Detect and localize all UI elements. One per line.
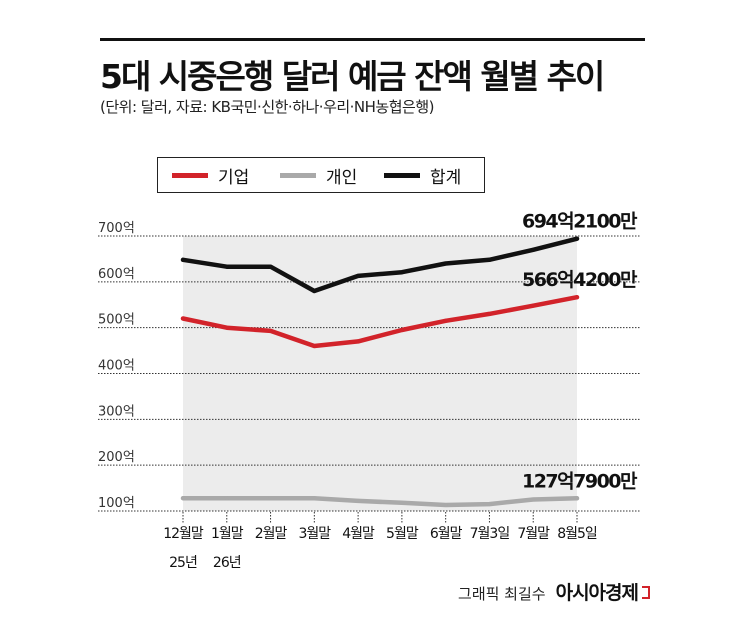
y-tick-label: 200억 bbox=[98, 450, 135, 465]
brand-mark-icon bbox=[642, 586, 650, 599]
x-tick-sublabel: 26년 bbox=[213, 555, 241, 571]
data-point bbox=[268, 328, 273, 333]
data-point bbox=[312, 289, 317, 293]
legend-swatch-individual bbox=[280, 172, 316, 178]
data-point bbox=[312, 496, 317, 501]
data-point bbox=[531, 247, 536, 252]
x-tick-label: 7월3일 bbox=[470, 526, 510, 542]
x-tick-label: 6월말 bbox=[430, 526, 463, 542]
data-point bbox=[531, 497, 536, 502]
legend-label-total: 합계 bbox=[430, 167, 462, 188]
data-point bbox=[443, 503, 448, 508]
legend-label-corporate: 기업 bbox=[218, 167, 250, 188]
legend-item-individual: 개인 bbox=[280, 158, 357, 192]
data-point bbox=[356, 498, 361, 503]
data-point bbox=[181, 257, 185, 262]
x-tick-label: 3월말 bbox=[298, 526, 331, 542]
y-tick-label: 100억 bbox=[98, 496, 135, 511]
data-point bbox=[181, 496, 185, 501]
data-point bbox=[575, 496, 579, 501]
data-point bbox=[268, 264, 273, 269]
data-point bbox=[268, 496, 273, 501]
x-tick-label: 4월말 bbox=[342, 526, 375, 542]
x-tick-label: 1월말 bbox=[211, 526, 244, 542]
legend-label-individual: 개인 bbox=[326, 167, 358, 188]
y-tick-label: 600억 bbox=[98, 267, 135, 282]
end-value-label: 694억2100만 bbox=[522, 211, 638, 233]
data-point bbox=[224, 496, 229, 501]
x-tick-label: 2월말 bbox=[255, 526, 288, 542]
x-tick-label: 7월말 bbox=[517, 526, 550, 542]
x-tick-label: 5월말 bbox=[386, 526, 419, 542]
data-point bbox=[224, 325, 229, 330]
y-tick-label: 300억 bbox=[98, 404, 135, 419]
data-point bbox=[443, 261, 448, 266]
page-title: 5대 시중은행 달러 예금 잔액 월별 추이 bbox=[100, 57, 605, 96]
data-point bbox=[443, 318, 448, 323]
data-point bbox=[487, 311, 492, 316]
y-tick-label: 400억 bbox=[98, 359, 135, 374]
legend-swatch-corporate bbox=[172, 172, 208, 178]
data-point bbox=[399, 270, 404, 275]
legend-item-corporate: 기업 bbox=[172, 158, 249, 192]
series-line-0 bbox=[180, 294, 580, 349]
chart-legend: 기업 개인 합계 bbox=[157, 157, 485, 193]
legend-item-total: 합계 bbox=[384, 158, 461, 192]
end-value-label: 566억4200만 bbox=[522, 269, 638, 291]
legend-swatch-total bbox=[384, 172, 420, 178]
data-point bbox=[356, 273, 361, 278]
x-tick-label: 12월말 bbox=[163, 526, 204, 542]
data-point bbox=[399, 500, 404, 505]
x-tick-label: 8월5일 bbox=[557, 526, 597, 542]
data-point bbox=[575, 236, 579, 241]
data-point bbox=[531, 303, 536, 308]
end-value-label: 127억7900만 bbox=[522, 470, 638, 492]
data-point bbox=[487, 257, 492, 262]
credit-graphic: 그래픽 최길수 bbox=[458, 585, 546, 603]
data-point bbox=[181, 316, 185, 321]
data-point bbox=[224, 264, 229, 269]
credit: 그래픽 최길수 아시아경제 bbox=[458, 578, 650, 605]
data-point bbox=[575, 295, 579, 300]
y-tick-label: 700억 bbox=[98, 221, 135, 236]
data-point bbox=[312, 344, 317, 348]
data-point bbox=[399, 327, 404, 332]
data-point bbox=[487, 502, 492, 507]
x-tick-sublabel: 25년 bbox=[169, 555, 197, 571]
data-point bbox=[356, 339, 361, 344]
series-line-2 bbox=[180, 236, 580, 294]
page-subtitle: (단위: 달러, 자료: KB국민·신한·하나·우리·NH농협은행) bbox=[100, 98, 435, 116]
y-tick-label: 500억 bbox=[98, 313, 135, 328]
series-line-1 bbox=[180, 495, 580, 508]
brand-logo: 아시아경제 bbox=[555, 582, 639, 604]
title-rule bbox=[100, 38, 645, 41]
